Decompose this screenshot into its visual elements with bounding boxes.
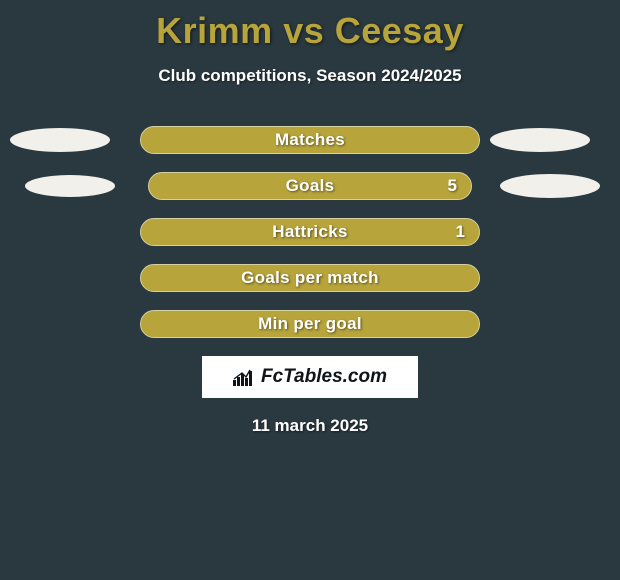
stat-label: Min per goal — [258, 314, 362, 334]
stat-row: Min per goal — [0, 310, 620, 338]
comparison-canvas: Krimm vs Ceesay Club competitions, Seaso… — [0, 0, 620, 580]
left-ellipse — [25, 175, 115, 197]
stat-bar: Min per goal — [140, 310, 480, 338]
stat-bar: Goals 5 — [148, 172, 472, 200]
right-ellipse — [500, 174, 600, 198]
bar-chart-icon — [233, 368, 255, 386]
stat-value: 1 — [456, 222, 465, 242]
stat-bar: Hattricks 1 — [140, 218, 480, 246]
stat-row: Goals per match — [0, 264, 620, 292]
stat-row: Matches — [0, 126, 620, 154]
stat-bar: Matches — [140, 126, 480, 154]
right-ellipse — [490, 128, 590, 152]
date-text: 11 march 2025 — [0, 416, 620, 436]
stat-rows: Matches Goals 5 Hattricks 1 Goals per match Mi… — [0, 126, 620, 338]
stat-label: Goals per match — [241, 268, 379, 288]
logo-text: FcTables.com — [261, 366, 387, 388]
stat-row: Goals 5 — [0, 172, 620, 200]
stat-value: 5 — [448, 176, 457, 196]
stat-row: Hattricks 1 — [0, 218, 620, 246]
stat-bar: Goals per match — [140, 264, 480, 292]
logo-box: FcTables.com — [202, 356, 418, 398]
stat-label: Goals — [286, 176, 335, 196]
left-ellipse — [10, 128, 110, 152]
subtitle: Club competitions, Season 2024/2025 — [0, 66, 620, 86]
stat-label: Matches — [275, 130, 345, 150]
page-title: Krimm vs Ceesay — [0, 0, 620, 52]
stat-label: Hattricks — [272, 222, 347, 242]
